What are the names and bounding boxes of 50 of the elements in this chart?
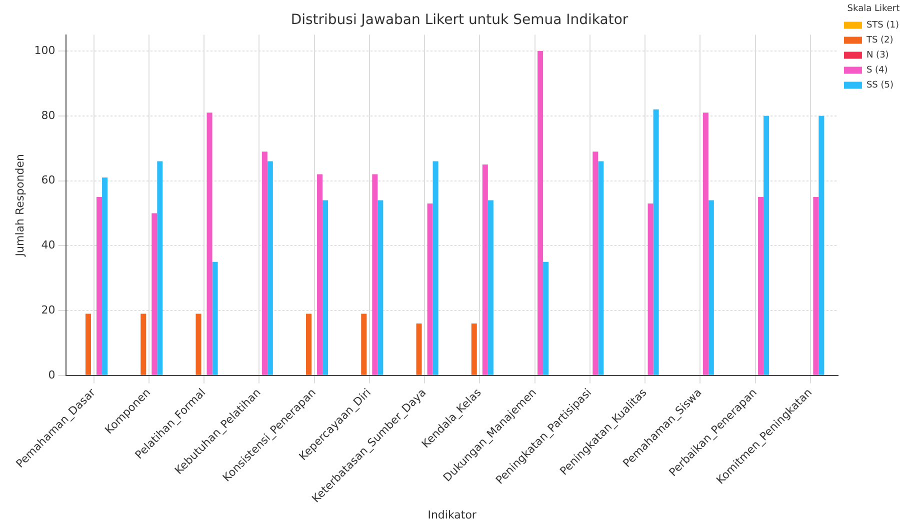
bar: [85, 314, 92, 375]
bar: [648, 203, 654, 375]
bar: [322, 200, 328, 375]
bar: [813, 196, 819, 375]
bar: [157, 161, 163, 375]
legend-label: TS (2): [865, 36, 894, 46]
bar: [653, 109, 659, 375]
bar: [206, 112, 212, 375]
bar: [543, 262, 549, 375]
y-tick-label: 20: [41, 303, 56, 316]
bar: [361, 314, 367, 375]
bar: [702, 112, 708, 375]
bar: [378, 200, 384, 375]
bar: [102, 178, 108, 375]
bar: [96, 196, 102, 375]
bar: [372, 174, 378, 375]
legend-label: S (4): [866, 66, 888, 76]
legend-label: N (3): [866, 50, 889, 61]
bar: [416, 324, 422, 375]
bar: [212, 262, 218, 375]
y-tick-label: 100: [34, 44, 56, 57]
bar: [196, 314, 202, 375]
bar: [482, 164, 488, 375]
legend-title: Skala Likert: [847, 4, 900, 14]
bar: [427, 203, 433, 375]
y-tick-label: 80: [41, 108, 56, 122]
bar: [592, 152, 598, 375]
legend-label: SS (5): [866, 80, 894, 91]
y-tick-label: 60: [41, 174, 56, 187]
y-tick-label: 40: [41, 238, 56, 252]
bar: [471, 324, 477, 375]
bar: [764, 116, 770, 375]
bar: [140, 314, 146, 375]
bar: [306, 314, 312, 375]
bar: [708, 200, 714, 375]
bar: [758, 196, 764, 375]
bar: [152, 213, 158, 375]
legend-label: STS (1): [866, 20, 900, 31]
bar: [267, 161, 273, 375]
bar: [262, 152, 268, 375]
chart-title: Distribusi Jawaban Likert untuk Semua Indikator: [290, 12, 628, 28]
bar: [598, 161, 604, 375]
bar: [432, 161, 438, 375]
bar: [818, 116, 824, 375]
x-axis-title: Indikator: [428, 508, 477, 522]
bar: [538, 51, 544, 375]
bar: [317, 174, 323, 375]
bar: [488, 200, 494, 375]
y-axis-title: Jumlah Responden: [13, 154, 26, 258]
y-tick-label: 0: [48, 368, 56, 382]
